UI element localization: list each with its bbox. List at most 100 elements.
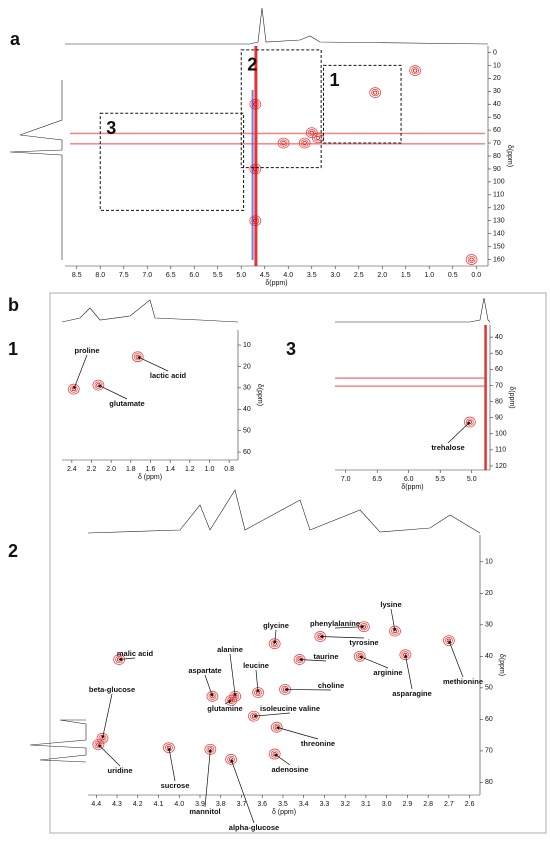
x-tick-label: 3.0 [330, 272, 340, 279]
x-tick-label: 1.4 [165, 466, 175, 473]
contour-peak [443, 635, 455, 646]
arrow [255, 669, 260, 694]
y-tick-label: 10 [493, 62, 501, 69]
arrow [73, 354, 88, 390]
x-tick-label: 1.5 [401, 272, 411, 279]
y-tick-label: 40 [485, 653, 493, 660]
x-tick-label: 2.6 [465, 801, 475, 808]
y-tick-label: 80 [493, 153, 501, 160]
y-tick-label: 40 [243, 406, 251, 413]
peak-label: beta-glucose [89, 685, 135, 694]
x-tick-label: 2.0 [106, 466, 116, 473]
x-tick-label: 0.8 [224, 466, 234, 473]
x-tick-label: 2.0 [377, 272, 387, 279]
x-tick-label: 3.6 [257, 801, 267, 808]
x-tick-label: 3.5 [278, 801, 288, 808]
y-tick-label: 60 [493, 127, 501, 134]
y-tick-label: 60 [485, 716, 493, 723]
y-axis-title: δ(ppm) [508, 386, 515, 408]
arrow [97, 384, 128, 400]
contour-peak [231, 692, 240, 700]
arrow [273, 629, 277, 645]
y-tick-label: 40 [495, 334, 503, 341]
x-tick-label: 7.0 [341, 476, 351, 483]
contour-peak [210, 694, 215, 699]
spectrum-top-b3 [335, 297, 491, 323]
contour-peak [268, 748, 281, 760]
peak-label: lysine [380, 600, 401, 609]
contour-peak [401, 651, 410, 659]
y-tick-label: 90 [495, 414, 503, 421]
contour-peak [113, 654, 125, 665]
peak-label: glutamine [207, 704, 242, 713]
y-axis-title: δ(ppm) [256, 384, 263, 406]
arrow [101, 693, 113, 739]
arrow [284, 687, 332, 692]
y-tick-label: 120 [495, 463, 507, 470]
contour-peak [409, 65, 421, 76]
arrow [359, 655, 389, 669]
x-tick-label: 8.0 [95, 272, 105, 279]
x-tick-label: 3.4 [299, 801, 309, 808]
arrow [253, 712, 291, 718]
horizontal-ridge [335, 385, 485, 387]
peak-label: aspartate [188, 666, 221, 675]
x-tick-label: 3.2 [340, 801, 350, 808]
peak-label: malic acid [117, 649, 154, 658]
y-tick-label: 140 [493, 230, 505, 237]
arrow [137, 356, 169, 372]
x-tick-label: 1.2 [185, 466, 195, 473]
x-axis-title: δ (ppm) [138, 474, 162, 481]
y-tick-label: 100 [493, 179, 505, 186]
x-tick-label: 4.1 [154, 801, 164, 808]
y-tick-label: 30 [485, 622, 493, 629]
arrow [118, 657, 136, 661]
spectrum-left-b2 [29, 719, 87, 763]
y-tick-label: 20 [485, 590, 493, 597]
x-tick-label: 4.5 [260, 272, 270, 279]
arrow [447, 421, 471, 444]
y-tick-label: 30 [243, 385, 251, 392]
contour-peak [252, 687, 264, 698]
y-tick-label: 50 [485, 685, 493, 692]
arrow [298, 657, 327, 662]
panel-label: b [8, 295, 19, 315]
panel-label: 2 [8, 541, 18, 561]
y-tick-label: 0 [493, 49, 497, 56]
contour-peak [389, 625, 401, 637]
contour-peak [313, 134, 322, 142]
arrow [224, 700, 232, 705]
contour-peak [96, 383, 101, 387]
y-tick-label: 80 [485, 779, 493, 786]
arrow [448, 639, 464, 678]
contour-peak [248, 710, 260, 722]
contour-peak [131, 351, 144, 363]
y-tick-label: 60 [495, 366, 503, 373]
spectrum-left-a [9, 80, 63, 260]
peak-label: leucine [243, 661, 269, 670]
x-tick-label: 4.0 [174, 801, 184, 808]
x-tick-label: 5.0 [467, 476, 477, 483]
spectrum-top-b2 [87, 489, 481, 534]
panel-label: 3 [286, 339, 296, 359]
panel-label: a [10, 29, 21, 49]
x-tick-label: 5.5 [213, 272, 223, 279]
arrow [167, 747, 176, 782]
y-tick-label: 150 [493, 243, 505, 250]
contour-peak [371, 89, 380, 97]
contour-peak [92, 379, 105, 391]
contour-peak [465, 254, 478, 265]
contour-peak [463, 416, 476, 428]
y-tick-label: 10 [243, 342, 251, 349]
contour-peak [67, 383, 80, 395]
contour-peak [413, 68, 418, 73]
x-tick-label: 3.3 [320, 801, 330, 808]
contour-peak [270, 721, 283, 733]
peak-label: asparagine [392, 689, 432, 698]
peak-label: threonine [301, 739, 335, 748]
peak-label: lactic acid [150, 371, 187, 380]
peak-label: choline [318, 681, 344, 690]
panel-b-frame [49, 292, 547, 834]
y-tick-label: 100 [495, 431, 507, 438]
peak-label: methionine [443, 677, 483, 686]
